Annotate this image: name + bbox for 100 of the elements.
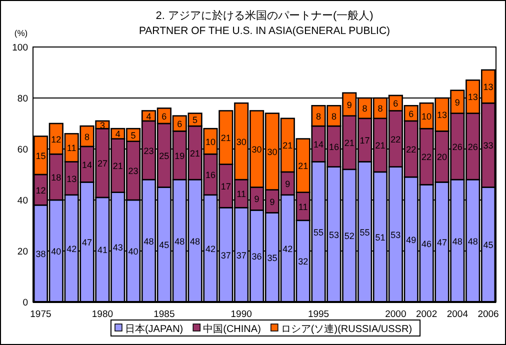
data-label: 6	[393, 98, 398, 109]
legend-label: ロシア(ソ連)(RUSSIA/USSR)	[280, 323, 412, 335]
data-label: 48	[190, 236, 200, 246]
data-label: 40	[128, 246, 138, 256]
data-label: 51	[375, 232, 386, 242]
y-tick-label: 80	[17, 94, 28, 104]
data-label: 22	[422, 152, 432, 162]
data-label: 6	[177, 119, 182, 129]
legend-label: 中国(CHINA)	[203, 323, 261, 335]
data-label: 30	[267, 147, 278, 158]
data-label: 27	[97, 158, 108, 169]
data-label: 8	[316, 111, 322, 122]
data-label: 9	[270, 196, 275, 207]
data-label: 14	[82, 160, 92, 170]
data-label: 41	[97, 245, 108, 256]
data-label: 45	[159, 240, 170, 250]
data-label: 8	[84, 132, 90, 142]
data-label: 42	[205, 244, 216, 254]
y-tick-label: 40	[17, 196, 28, 206]
y-tick-label: 60	[17, 144, 28, 156]
y-tick-label: 0	[22, 298, 28, 308]
data-label: 11	[66, 143, 76, 154]
data-label: 16	[328, 142, 339, 152]
y-axis-title: (%)	[14, 28, 28, 38]
data-label: 9	[254, 194, 260, 204]
data-label: 16	[205, 170, 216, 180]
data-label: 37	[220, 250, 231, 260]
y-tick-label: 20	[17, 246, 28, 258]
x-tick-label: 1995	[308, 309, 330, 320]
data-label: 48	[144, 236, 154, 246]
data-label: 53	[390, 230, 401, 240]
data-label: 55	[314, 227, 324, 238]
chart-subtitle: PARTNER OF THE U.S. IN ASIA(GENERAL PUBLIC)	[138, 25, 390, 37]
data-label: 48	[468, 236, 478, 246]
data-label: 8	[378, 104, 383, 114]
data-label: 55	[360, 227, 370, 238]
data-label: 21	[220, 133, 231, 144]
data-label: 14	[314, 139, 324, 150]
data-label: 21	[190, 148, 200, 158]
data-label: 11	[236, 189, 246, 200]
data-label: 42	[282, 244, 293, 254]
x-tick-label: 2002	[416, 309, 438, 320]
data-label: 21	[375, 140, 386, 151]
data-label: 20	[436, 152, 447, 162]
data-label: 26	[452, 142, 462, 152]
x-tick-label: 2000	[385, 309, 406, 320]
data-label: 13	[436, 110, 447, 120]
data-label: 52	[344, 231, 354, 242]
data-label: 9	[285, 178, 290, 189]
data-label: 4	[146, 111, 152, 122]
data-label: 9	[454, 97, 460, 108]
data-label: 25	[159, 150, 170, 161]
data-label: 53	[328, 230, 339, 240]
data-label: 36	[252, 252, 262, 262]
data-label: 10	[205, 136, 216, 147]
data-label: 30	[236, 136, 246, 147]
data-label: 42	[66, 244, 77, 254]
x-tick-label: 2006	[478, 309, 499, 320]
data-label: 35	[267, 252, 278, 263]
data-label: 26	[468, 142, 478, 152]
data-label: 21	[298, 161, 308, 172]
data-label: 49	[406, 235, 416, 246]
data-label: 45	[483, 240, 494, 250]
data-label: 19	[174, 150, 185, 161]
data-label: 23	[128, 166, 138, 176]
x-tick-label: 1990	[230, 309, 252, 320]
data-label: 21	[344, 138, 354, 148]
data-label: 13	[468, 92, 478, 102]
y-tick-label: 100	[12, 42, 28, 54]
data-label: 15	[36, 150, 46, 161]
data-label: 18	[51, 172, 62, 183]
x-tick-label: 1985	[154, 309, 175, 320]
data-label: 23	[144, 146, 154, 156]
data-label: 47	[436, 238, 447, 248]
data-label: 13	[483, 82, 494, 92]
data-label: 22	[390, 134, 401, 144]
data-label: 8	[331, 111, 336, 122]
x-tick-label: 1980	[92, 309, 114, 320]
data-label: 17	[360, 136, 370, 146]
chart-title: 2. アジアに於ける米国のパートナー(一般人)	[156, 9, 374, 22]
data-label: 11	[298, 202, 308, 212]
data-label: 46	[422, 238, 432, 249]
data-label: 21	[112, 161, 123, 172]
data-label: 5	[130, 130, 136, 140]
data-label: 21	[282, 140, 293, 151]
data-label: 10	[422, 111, 432, 122]
data-label: 38	[36, 249, 46, 260]
data-label: 13	[66, 174, 77, 184]
data-label: 4	[115, 129, 120, 140]
data-label: 12	[36, 185, 46, 196]
data-label: 22	[406, 144, 416, 154]
data-label: 17	[220, 181, 231, 192]
data-label: 12	[51, 134, 62, 144]
data-label: 8	[362, 104, 368, 114]
data-label: 48	[452, 236, 462, 246]
data-label: 32	[298, 256, 308, 267]
data-label: 30	[252, 144, 262, 154]
data-label: 6	[162, 111, 167, 122]
data-label: 33	[483, 140, 494, 151]
x-tick-label: 1975	[30, 309, 52, 320]
